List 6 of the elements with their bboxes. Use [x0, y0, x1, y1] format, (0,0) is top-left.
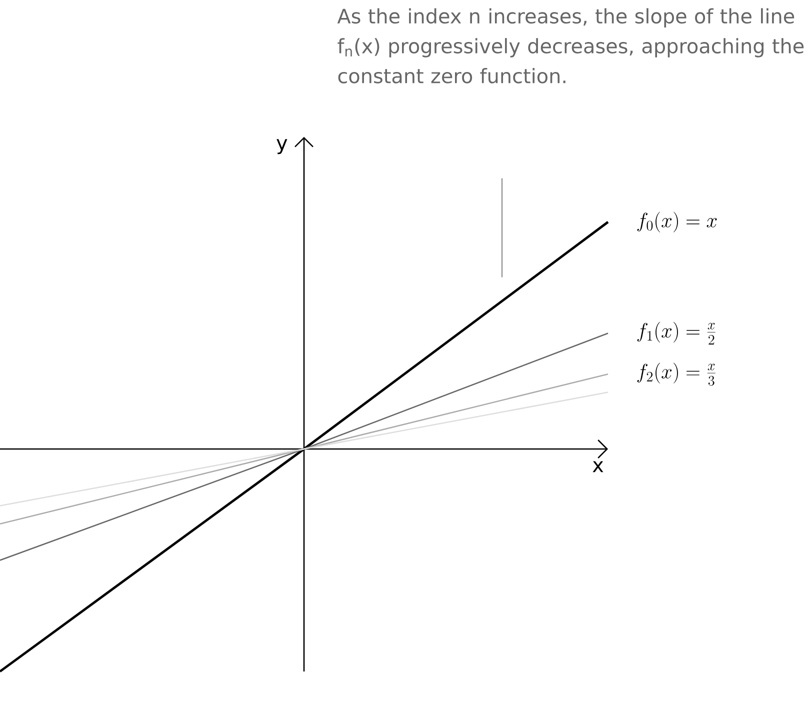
text: As the index n increases, the slope of the line f$_{n}$(x) progressively decreases, approaching the constant zero function. [337, 8, 804, 84]
text: $f_{1}(x) = \frac{x}{2}$ [637, 322, 716, 345]
text: $f_{0}(x) = x$ [637, 212, 717, 232]
y-axis-title: y [276, 139, 288, 154]
text: $f_{2}(x) = \frac{x}{3}$ [637, 362, 716, 386]
x-axis-title: x [592, 461, 604, 472]
